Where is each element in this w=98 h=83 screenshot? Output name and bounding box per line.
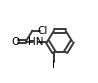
Text: O: O — [12, 37, 20, 46]
Text: I: I — [53, 60, 55, 70]
Text: Cl: Cl — [37, 26, 48, 36]
Text: HN: HN — [28, 37, 44, 46]
